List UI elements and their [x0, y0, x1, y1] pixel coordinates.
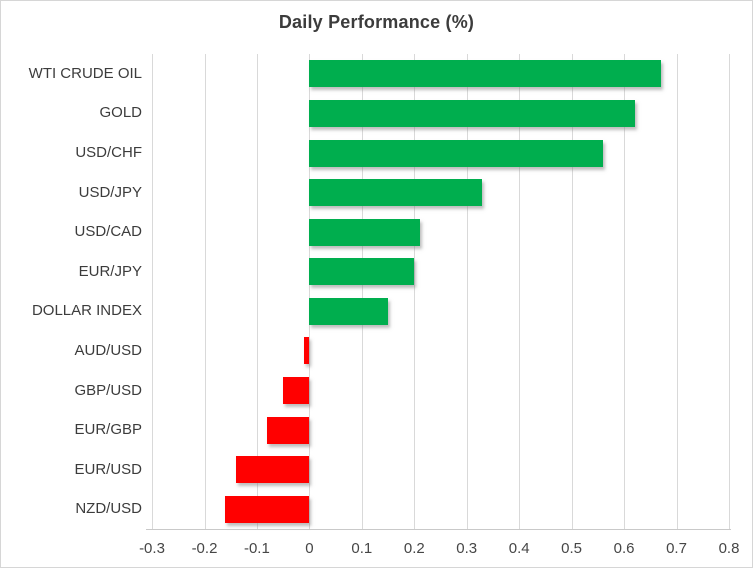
- gridline: [571, 54, 573, 529]
- y-axis-category-labels: WTI CRUDE OIL GOLD USD/CHF USD/JPY USD/CAD EU…: [1, 54, 142, 529]
- x-tick-label: 0: [305, 540, 314, 557]
- x-tick-label: -0.1: [243, 540, 270, 557]
- category-label: AUD/USD: [74, 341, 142, 359]
- x-tick-label: 0.1: [351, 540, 373, 557]
- category-label: USD/CHF: [75, 144, 142, 161]
- x-tick-label: 0.7: [666, 540, 687, 557]
- bar-aud-usd: [304, 337, 310, 365]
- x-tick-label: 0.3: [456, 540, 478, 557]
- gridline: [466, 54, 468, 529]
- bar-dollar-index: [309, 297, 389, 325]
- bar-wti-crude-oil: [309, 60, 661, 88]
- category-label: WTI CRUDE OIL: [28, 64, 142, 82]
- bar-usd-cad: [309, 218, 420, 246]
- category-label: EUR/GBP: [74, 421, 142, 438]
- x-tick-label: 0.5: [561, 540, 583, 557]
- category-label: USD/JPY: [78, 183, 142, 201]
- bar-eur-usd: [235, 456, 310, 484]
- gridline: [414, 54, 416, 529]
- gridline: [519, 54, 521, 529]
- x-tick-label: 0.2: [403, 540, 425, 557]
- gridline: [152, 54, 153, 529]
- category-label: DOLLAR INDEX: [31, 302, 142, 320]
- gridline: [361, 54, 363, 529]
- plot-area: [152, 54, 730, 529]
- gridline: [624, 54, 626, 529]
- x-tick-label: -0.2: [191, 540, 218, 557]
- gridline: [676, 54, 678, 529]
- bar-eur-gbp: [267, 416, 310, 444]
- gridline: [204, 54, 206, 529]
- category-label: USD/CAD: [74, 223, 142, 241]
- gridline: [309, 54, 311, 529]
- bar-gold: [309, 99, 635, 127]
- bar-gbp-usd: [283, 377, 310, 404]
- chart-title: Daily Performance (%): [278, 12, 475, 32]
- bar-usd-jpy: [309, 179, 483, 206]
- x-axis-line: [146, 529, 731, 530]
- x-tick-label: -0.3: [139, 540, 165, 557]
- bar-nzd-usd: [225, 495, 310, 523]
- x-tick-label: 0.6: [613, 540, 635, 557]
- gridline: [256, 54, 258, 529]
- x-axis-tick-labels: -0.3 -0.2 -0.1 0 0.1 0.2 0.3 0.4 0.5 0.6 0.7 0.8: [139, 540, 739, 560]
- category-label: EUR/USD: [74, 460, 142, 478]
- gridline: [729, 54, 730, 529]
- category-label: EUR/JPY: [78, 262, 142, 280]
- category-label: GBP/USD: [74, 381, 142, 399]
- bar-eur-jpy: [309, 258, 415, 286]
- x-tick-label: 0.4: [508, 540, 530, 557]
- category-label: NZD/USD: [75, 500, 142, 518]
- bar-usd-chf: [309, 139, 604, 167]
- category-label: GOLD: [99, 104, 142, 122]
- x-tick-label: 0.8: [718, 540, 740, 557]
